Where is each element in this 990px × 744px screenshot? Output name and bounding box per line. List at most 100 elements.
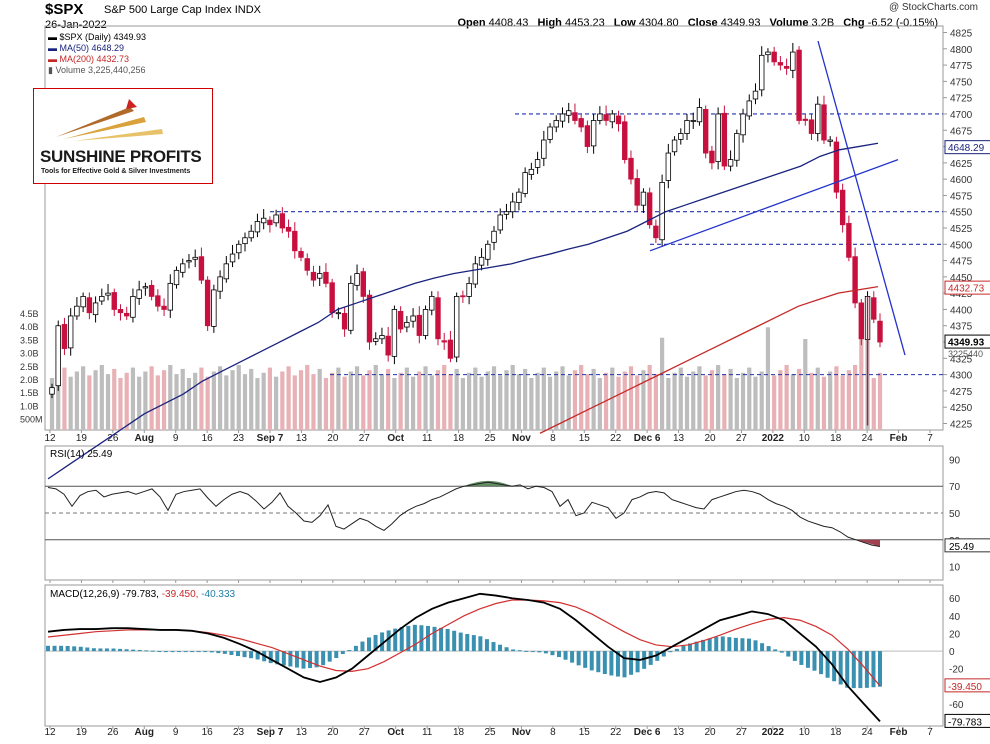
volume-tick-label: 2.5B — [20, 362, 39, 372]
macd-title: MACD(12,26,9) -79.783, -39.450, -40.333 — [50, 589, 236, 600]
volume-bar — [261, 372, 266, 430]
candle-body — [796, 49, 802, 121]
macd-histogram-bar — [727, 637, 732, 652]
macd-histogram-bar — [183, 651, 188, 653]
candle-body — [534, 159, 541, 168]
panel-frame-2 — [44, 584, 944, 727]
candle-body — [815, 103, 821, 134]
legend-price: ▬ $SPX (Daily) 4349.93 — [48, 32, 147, 42]
candle-body — [86, 297, 93, 314]
candle-body — [379, 335, 385, 340]
volume-bar — [703, 375, 708, 430]
candle-body — [304, 258, 310, 271]
candle-body — [603, 114, 609, 121]
x-tick-label: 18 — [830, 727, 842, 738]
volume-bar — [666, 378, 671, 430]
volume-bar — [317, 368, 322, 430]
macd-histogram-bar — [222, 651, 227, 654]
volume-bar — [49, 378, 55, 430]
volume-bar — [99, 365, 104, 430]
macd-histogram-bar — [550, 651, 555, 656]
macd-histogram-bar — [484, 639, 489, 652]
ma50-tag-box — [944, 140, 990, 155]
macd-histogram-bar — [714, 636, 719, 652]
candle-body — [254, 221, 261, 233]
macd-tick-label: 40 — [949, 612, 961, 623]
candle-body — [734, 133, 740, 161]
candle-body — [802, 118, 808, 121]
x-tick-label: 26 — [107, 727, 119, 738]
price-tick-label: 4250 — [950, 403, 973, 414]
candle-body — [746, 100, 752, 117]
volume-bar — [137, 376, 142, 430]
volume-bar — [330, 372, 335, 430]
x-tick-label: Feb — [890, 727, 908, 738]
volume-bar — [529, 378, 534, 430]
x-tick-label: 24 — [862, 433, 874, 444]
volume-bar — [473, 367, 478, 430]
macd-histogram-bar — [517, 650, 522, 652]
x-tick-label: 20 — [704, 727, 716, 738]
macd-histogram-bar — [367, 637, 372, 652]
macd-histogram-bar — [583, 651, 588, 668]
rsi-tick-label: 50 — [949, 509, 961, 520]
candle-body — [678, 133, 684, 140]
candle-body — [671, 139, 678, 153]
macd-histogram-bar — [65, 646, 70, 652]
volume-bar — [591, 368, 596, 430]
volume-bar — [585, 374, 590, 430]
volume-bar — [180, 368, 185, 430]
candle-body — [447, 339, 454, 359]
volume-bar — [386, 368, 391, 430]
volume-bar — [560, 366, 565, 430]
candle-body — [466, 282, 472, 297]
macd-histogram-bar — [216, 651, 221, 654]
x-tick-label: 20 — [327, 433, 339, 444]
volume-bar — [566, 375, 571, 430]
macd-histogram-bar — [478, 636, 483, 652]
macd-histogram-bar — [688, 643, 693, 652]
volume-bar — [628, 366, 634, 430]
volume-bar — [772, 375, 777, 430]
x-tick-label: 19 — [76, 727, 88, 738]
candle-body — [397, 311, 404, 330]
candle-body — [640, 191, 647, 206]
volume-tick-label: 4.5B — [20, 309, 39, 319]
macd-histogram-bar — [812, 651, 817, 671]
macd-histogram-bar — [294, 651, 299, 668]
x-tick-label: 23 — [233, 727, 245, 738]
volume-bar — [417, 371, 422, 430]
volume-bar — [255, 378, 260, 430]
volume-bar — [211, 371, 216, 430]
x-tick-label: 13 — [673, 727, 685, 738]
volume-bar — [821, 376, 827, 430]
macd-histogram-bar — [386, 630, 391, 652]
volume-bar — [784, 365, 789, 430]
candle-body — [211, 289, 217, 327]
volume-bar — [498, 375, 503, 430]
candle-body — [204, 279, 211, 327]
price-tick-label: 4225 — [950, 419, 973, 430]
macd-histogram-bar — [655, 651, 660, 661]
x-tick-label: Nov — [512, 727, 531, 738]
candle-body — [329, 282, 335, 314]
candle-body — [839, 189, 846, 226]
x-tick-label: 27 — [359, 727, 371, 738]
macd-histogram-bar — [878, 651, 882, 687]
macd-histogram-bar — [792, 651, 797, 661]
volume-bar — [734, 378, 739, 430]
stockcharts-credit[interactable]: @ StockCharts.com — [888, 2, 978, 13]
volume-bar — [809, 372, 814, 430]
x-tick-label: 9 — [173, 433, 179, 444]
candle-body — [99, 296, 105, 302]
candle-body — [422, 309, 429, 336]
x-tick-label: 24 — [862, 727, 874, 738]
volume-bar — [199, 367, 204, 430]
volume-bar — [230, 370, 235, 430]
volume-bar — [535, 372, 540, 430]
candle-body — [373, 338, 379, 342]
candle-body — [348, 282, 354, 331]
candle-body — [285, 226, 292, 232]
x-tick-label: 12 — [44, 727, 56, 738]
ma200-tag-box — [944, 280, 990, 295]
